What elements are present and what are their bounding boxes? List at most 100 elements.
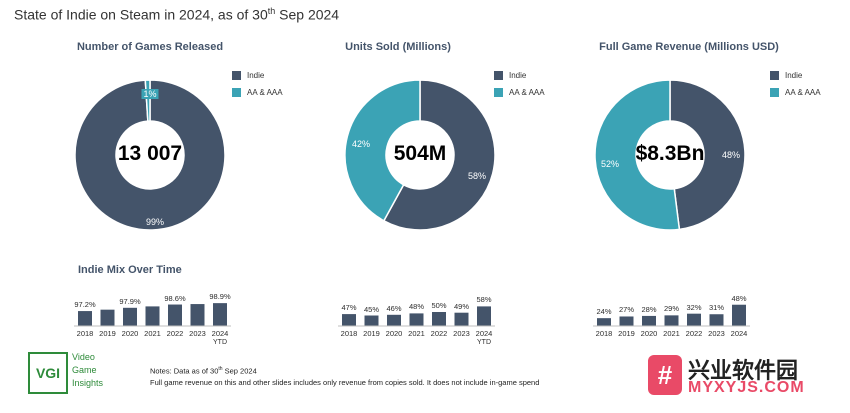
axis-tick-mix-units-2019: 2019 — [363, 329, 380, 338]
bar-mix-revenue-2019 — [619, 316, 634, 326]
bar-mix-revenue-2022 — [687, 313, 701, 326]
axis-tick-mix-releases-2021: 2021 — [144, 329, 161, 338]
donut-slice-units-sold-1 — [344, 79, 421, 222]
axis-tick-mix-releases-2022: 2022 — [166, 329, 184, 338]
legend-item-revenue-1: AA & AAA — [770, 86, 821, 98]
bar-mix-releases-2020 — [123, 307, 137, 326]
bar-label-mix-releases-2024: 98.9% — [209, 292, 231, 302]
legend-swatch — [770, 87, 779, 97]
bar-mix-revenue-2021 — [664, 315, 679, 326]
bar-label-mix-units-2023: 49% — [453, 301, 470, 311]
legend-label: Indie — [247, 70, 265, 80]
axis-sublabel-mix-units-2024: YTD — [477, 339, 491, 346]
legend-swatch — [232, 70, 241, 80]
bar-mix-revenue-2023 — [709, 314, 724, 326]
axis-tick-mix-revenue-2020: 2020 — [640, 329, 658, 338]
bar-mix-revenue-2024 — [732, 304, 746, 326]
bar-mix-units-2024 — [477, 306, 491, 326]
axis-sublabel-mix-releases-2024: YTD — [213, 339, 227, 346]
axis-tick-mix-units-2021: 2021 — [408, 329, 425, 338]
legend-swatch — [494, 70, 503, 80]
axis-tick-mix-units-2018: 2018 — [340, 329, 358, 338]
legend-swatch — [494, 87, 503, 97]
bar-mix-releases-2022 — [168, 304, 182, 326]
bar-mix-releases-2021 — [145, 306, 160, 326]
watermark: # 兴业软件园 MYXYJS.COM — [648, 355, 844, 401]
axis-tick-mix-units-2023: 2023 — [453, 329, 470, 338]
bar-mix-units-2020 — [387, 314, 401, 326]
axis-tick-mix-revenue-2019: 2019 — [618, 329, 635, 338]
bar-mix-revenue-2018 — [597, 318, 611, 326]
slice-label-games-released-0: 99% — [145, 217, 165, 227]
bar-mix-releases-2019 — [100, 309, 115, 326]
donut-units-sold — [344, 79, 496, 231]
notes-line-1: Notes: Data as of 30th Sep 2024 — [150, 366, 257, 376]
bar-label-mix-revenue-2022: 32% — [686, 302, 702, 312]
axis-tick-mix-releases-2019: 2019 — [99, 329, 116, 338]
bar-label-mix-units-2024: 58% — [476, 295, 492, 305]
bar-label-mix-revenue-2020: 28% — [641, 304, 657, 314]
bar-mix-revenue-2020 — [642, 315, 656, 326]
axis-tick-mix-units-2020: 2020 — [385, 329, 403, 338]
bar-mix-units-2018 — [342, 314, 356, 326]
chart-title-games-released: Number of Games Released — [76, 41, 224, 53]
logo-line-2: Game — [72, 365, 97, 375]
watermark-bottom-text: MYXYJS.COM — [688, 379, 805, 396]
legend-item-games-released-0: Indie — [232, 69, 264, 81]
axis-tick-mix-releases-2018: 2018 — [76, 329, 94, 338]
axis-tick-mix-releases-2024: 2024 — [211, 329, 229, 338]
center-label-units-sold: 504M — [393, 142, 447, 165]
axis-tick-mix-revenue-2021: 2021 — [663, 329, 680, 338]
slice-label-revenue-0: 48% — [721, 150, 741, 160]
slice-label-revenue-1: 52% — [600, 159, 620, 169]
notes-line-2: Full game revenue on this and other slid… — [150, 377, 540, 387]
legend-item-units-sold-0: Indie — [494, 69, 526, 81]
bar-mix-units-2023 — [454, 312, 469, 326]
bar-label-mix-revenue-2019: 27% — [618, 305, 635, 315]
watermark-top-text: 兴业软件园 — [688, 358, 799, 383]
donut-revenue — [594, 79, 746, 231]
center-label-revenue: $8.3Bn — [635, 142, 705, 165]
logo-line-1: Video — [72, 352, 95, 362]
legend-item-revenue-0: Indie — [770, 69, 802, 81]
bar-mix-releases-2023 — [190, 304, 205, 326]
bar-label-mix-revenue-2021: 29% — [663, 304, 680, 314]
slice-label-games-released-1: 1% — [141, 89, 159, 99]
bar-label-mix-revenue-2024: 48% — [731, 293, 747, 303]
legend-swatch — [770, 70, 779, 80]
axis-tick-mix-revenue-2024: 2024 — [730, 329, 748, 338]
axis-tick-mix-units-2024: 2024 — [475, 329, 493, 338]
axis-tick-mix-revenue-2023: 2023 — [708, 329, 725, 338]
axis-tick-mix-releases-2020: 2020 — [121, 329, 139, 338]
notes: Notes: Data as of 30th Sep 2024 Full gam… — [150, 364, 539, 388]
chart-title-units-sold: Units Sold (Millions) — [345, 41, 451, 53]
slice-label-units-sold-0: 58% — [467, 171, 487, 181]
slice-label-units-sold-1: 42% — [351, 139, 371, 149]
bar-label-mix-units-2018: 47% — [341, 303, 357, 313]
bar-mix-units-2021 — [409, 313, 424, 326]
vgi-logo-mark: VGI — [28, 352, 68, 394]
legend-label: AA & AAA — [785, 87, 821, 97]
legend-label: Indie — [785, 70, 803, 80]
legend-item-games-released-1: AA & AAA — [232, 86, 283, 98]
legend-label: Indie — [509, 70, 527, 80]
axis-tick-mix-revenue-2018: 2018 — [595, 329, 613, 338]
bar-mix-releases-2024 — [213, 303, 227, 326]
legend-item-units-sold-1: AA & AAA — [494, 86, 545, 98]
bar-label-mix-units-2021: 48% — [408, 302, 425, 312]
bar-label-mix-releases-2020: 97.9% — [119, 296, 141, 306]
bar-label-mix-units-2022: 50% — [431, 301, 447, 310]
donut-slice-units-sold-0 — [382, 79, 496, 231]
center-label-games-released: 13 007 — [117, 142, 183, 165]
bar-mix-units-2019 — [364, 315, 379, 326]
legend-swatch — [232, 87, 241, 97]
axis-tick-mix-revenue-2022: 2022 — [685, 329, 703, 338]
chart-title-indie-mix: Indie Mix Over Time — [78, 264, 182, 276]
bar-mix-releases-2018 — [78, 311, 92, 326]
donut-slice-revenue-0 — [669, 79, 746, 231]
legend-label: AA & AAA — [509, 87, 545, 97]
watermark-icon: # — [648, 355, 682, 395]
bar-mix-units-2022 — [432, 312, 446, 326]
axis-tick-mix-units-2022: 2022 — [430, 329, 448, 338]
chart-title-revenue: Full Game Revenue (Millions USD) — [599, 41, 779, 53]
